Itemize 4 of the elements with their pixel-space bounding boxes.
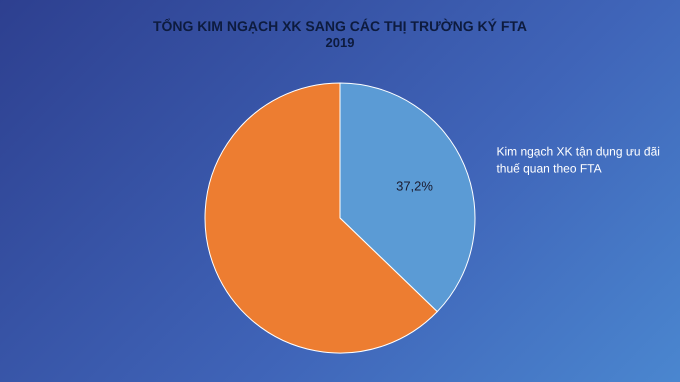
chart-subtitle: 2019	[326, 35, 354, 50]
data-label: 37,2%	[396, 178, 434, 194]
chart-title: TỔNG KIM NGẠCH XK SANG CÁC THỊ TRƯỜNG KÝ FTA	[152, 18, 528, 34]
slice-label: Kim ngạch XK tận dụng ưu đãi thuế quan theo FTA	[496, 144, 660, 176]
